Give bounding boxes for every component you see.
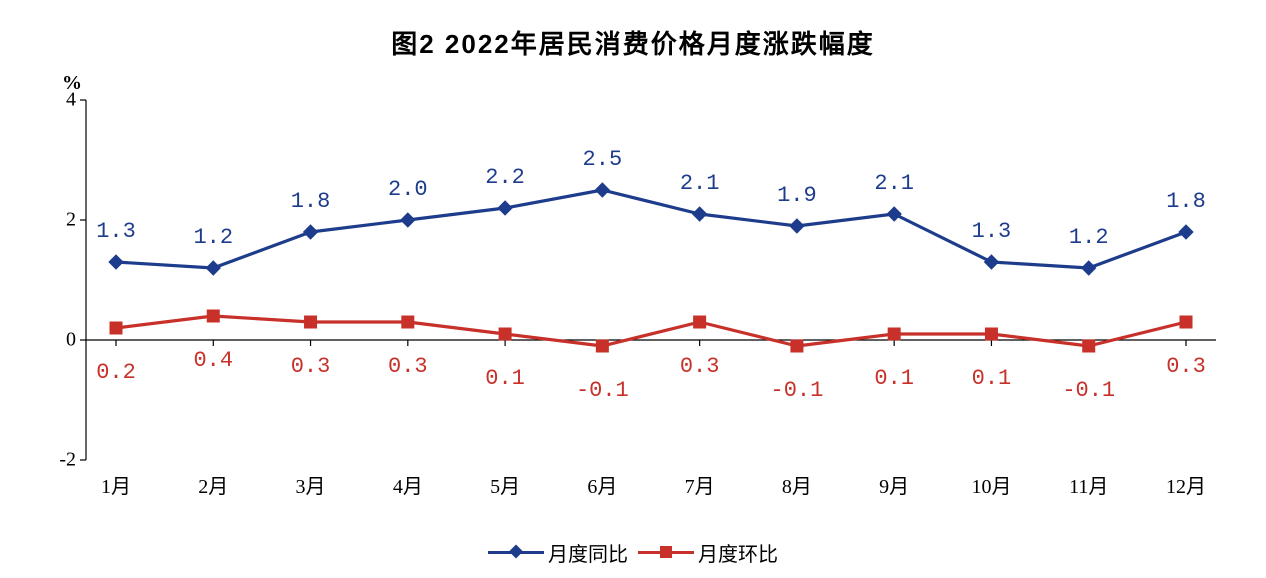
series-marker bbox=[206, 261, 220, 275]
chart-title: 图2 2022年居民消费价格月度涨跌幅度 bbox=[0, 24, 1266, 61]
legend-item: 月度同比 bbox=[488, 538, 628, 567]
data-label: 2.0 bbox=[388, 177, 428, 202]
x-tick-label: 10月 bbox=[971, 470, 1011, 499]
x-tick-label: 2月 bbox=[198, 470, 228, 499]
series-marker bbox=[984, 255, 998, 269]
series-marker bbox=[888, 328, 900, 340]
series-marker bbox=[109, 255, 123, 269]
x-tick-label: 12月 bbox=[1166, 470, 1206, 499]
series-marker bbox=[1179, 225, 1193, 239]
series-marker bbox=[498, 201, 512, 215]
data-label: -0.1 bbox=[771, 378, 824, 403]
legend-swatch bbox=[638, 551, 694, 554]
data-label: 0.4 bbox=[193, 348, 233, 373]
series-marker bbox=[110, 322, 122, 334]
data-label: 1.2 bbox=[193, 225, 233, 250]
series-line-1 bbox=[116, 316, 1186, 346]
legend-item: 月度环比 bbox=[638, 538, 778, 567]
x-tick-label: 6月 bbox=[587, 470, 617, 499]
data-label: 1.8 bbox=[1166, 189, 1206, 214]
series-marker bbox=[402, 316, 414, 328]
data-label: 0.2 bbox=[96, 360, 136, 385]
legend-label: 月度环比 bbox=[698, 538, 778, 567]
series-marker bbox=[694, 316, 706, 328]
series-marker bbox=[595, 183, 609, 197]
data-label: 1.3 bbox=[972, 219, 1012, 244]
legend-label: 月度同比 bbox=[548, 538, 628, 567]
series-marker bbox=[305, 316, 317, 328]
series-marker bbox=[985, 328, 997, 340]
x-tick-label: 1月 bbox=[101, 470, 131, 499]
data-label: -0.1 bbox=[1062, 378, 1115, 403]
legend: 月度同比 月度环比 bbox=[0, 538, 1266, 567]
series-marker bbox=[791, 340, 803, 352]
plot-svg bbox=[86, 100, 1216, 460]
series-marker bbox=[693, 207, 707, 221]
data-label: 1.8 bbox=[291, 189, 331, 214]
series-marker bbox=[1083, 340, 1095, 352]
series-marker bbox=[304, 225, 318, 239]
y-tick-label: -2 bbox=[59, 449, 76, 472]
data-label: -0.1 bbox=[576, 378, 629, 403]
series-line-0 bbox=[116, 190, 1186, 268]
data-label: 0.3 bbox=[291, 354, 331, 379]
legend-row: 月度同比 月度环比 bbox=[486, 538, 780, 567]
x-tick-label: 7月 bbox=[685, 470, 715, 499]
series-marker bbox=[499, 328, 511, 340]
data-label: 0.3 bbox=[1166, 354, 1206, 379]
series-marker bbox=[596, 340, 608, 352]
series-marker bbox=[790, 219, 804, 233]
x-tick-label: 9月 bbox=[879, 470, 909, 499]
data-label: 0.3 bbox=[388, 354, 428, 379]
data-label: 2.2 bbox=[485, 165, 525, 190]
x-tick-label: 4月 bbox=[393, 470, 423, 499]
series-marker bbox=[887, 207, 901, 221]
data-label: 0.1 bbox=[485, 366, 525, 391]
data-label: 2.1 bbox=[680, 171, 720, 196]
data-label: 0.3 bbox=[680, 354, 720, 379]
x-tick-label: 8月 bbox=[782, 470, 812, 499]
data-label: 0.1 bbox=[972, 366, 1012, 391]
x-tick-label: 3月 bbox=[296, 470, 326, 499]
data-label: 2.1 bbox=[874, 171, 914, 196]
data-label: 1.9 bbox=[777, 183, 817, 208]
diamond-icon bbox=[509, 545, 523, 564]
data-label: 0.1 bbox=[874, 366, 914, 391]
series-marker bbox=[1180, 316, 1192, 328]
legend-swatch bbox=[488, 551, 544, 554]
plot-area bbox=[86, 100, 1216, 460]
series-marker bbox=[401, 213, 415, 227]
chart-container: 图2 2022年居民消费价格月度涨跌幅度 % 月度同比月度环比 -20241月2… bbox=[0, 0, 1266, 578]
series-marker bbox=[1082, 261, 1096, 275]
y-tick-label: 4 bbox=[66, 89, 76, 112]
series-marker bbox=[207, 310, 219, 322]
x-tick-label: 11月 bbox=[1069, 470, 1108, 499]
y-tick-label: 2 bbox=[66, 209, 76, 232]
data-label: 1.2 bbox=[1069, 225, 1109, 250]
square-icon bbox=[660, 545, 672, 563]
data-label: 2.5 bbox=[583, 147, 623, 172]
y-tick-label: 0 bbox=[66, 329, 76, 352]
data-label: 1.3 bbox=[96, 219, 136, 244]
x-tick-label: 5月 bbox=[490, 470, 520, 499]
